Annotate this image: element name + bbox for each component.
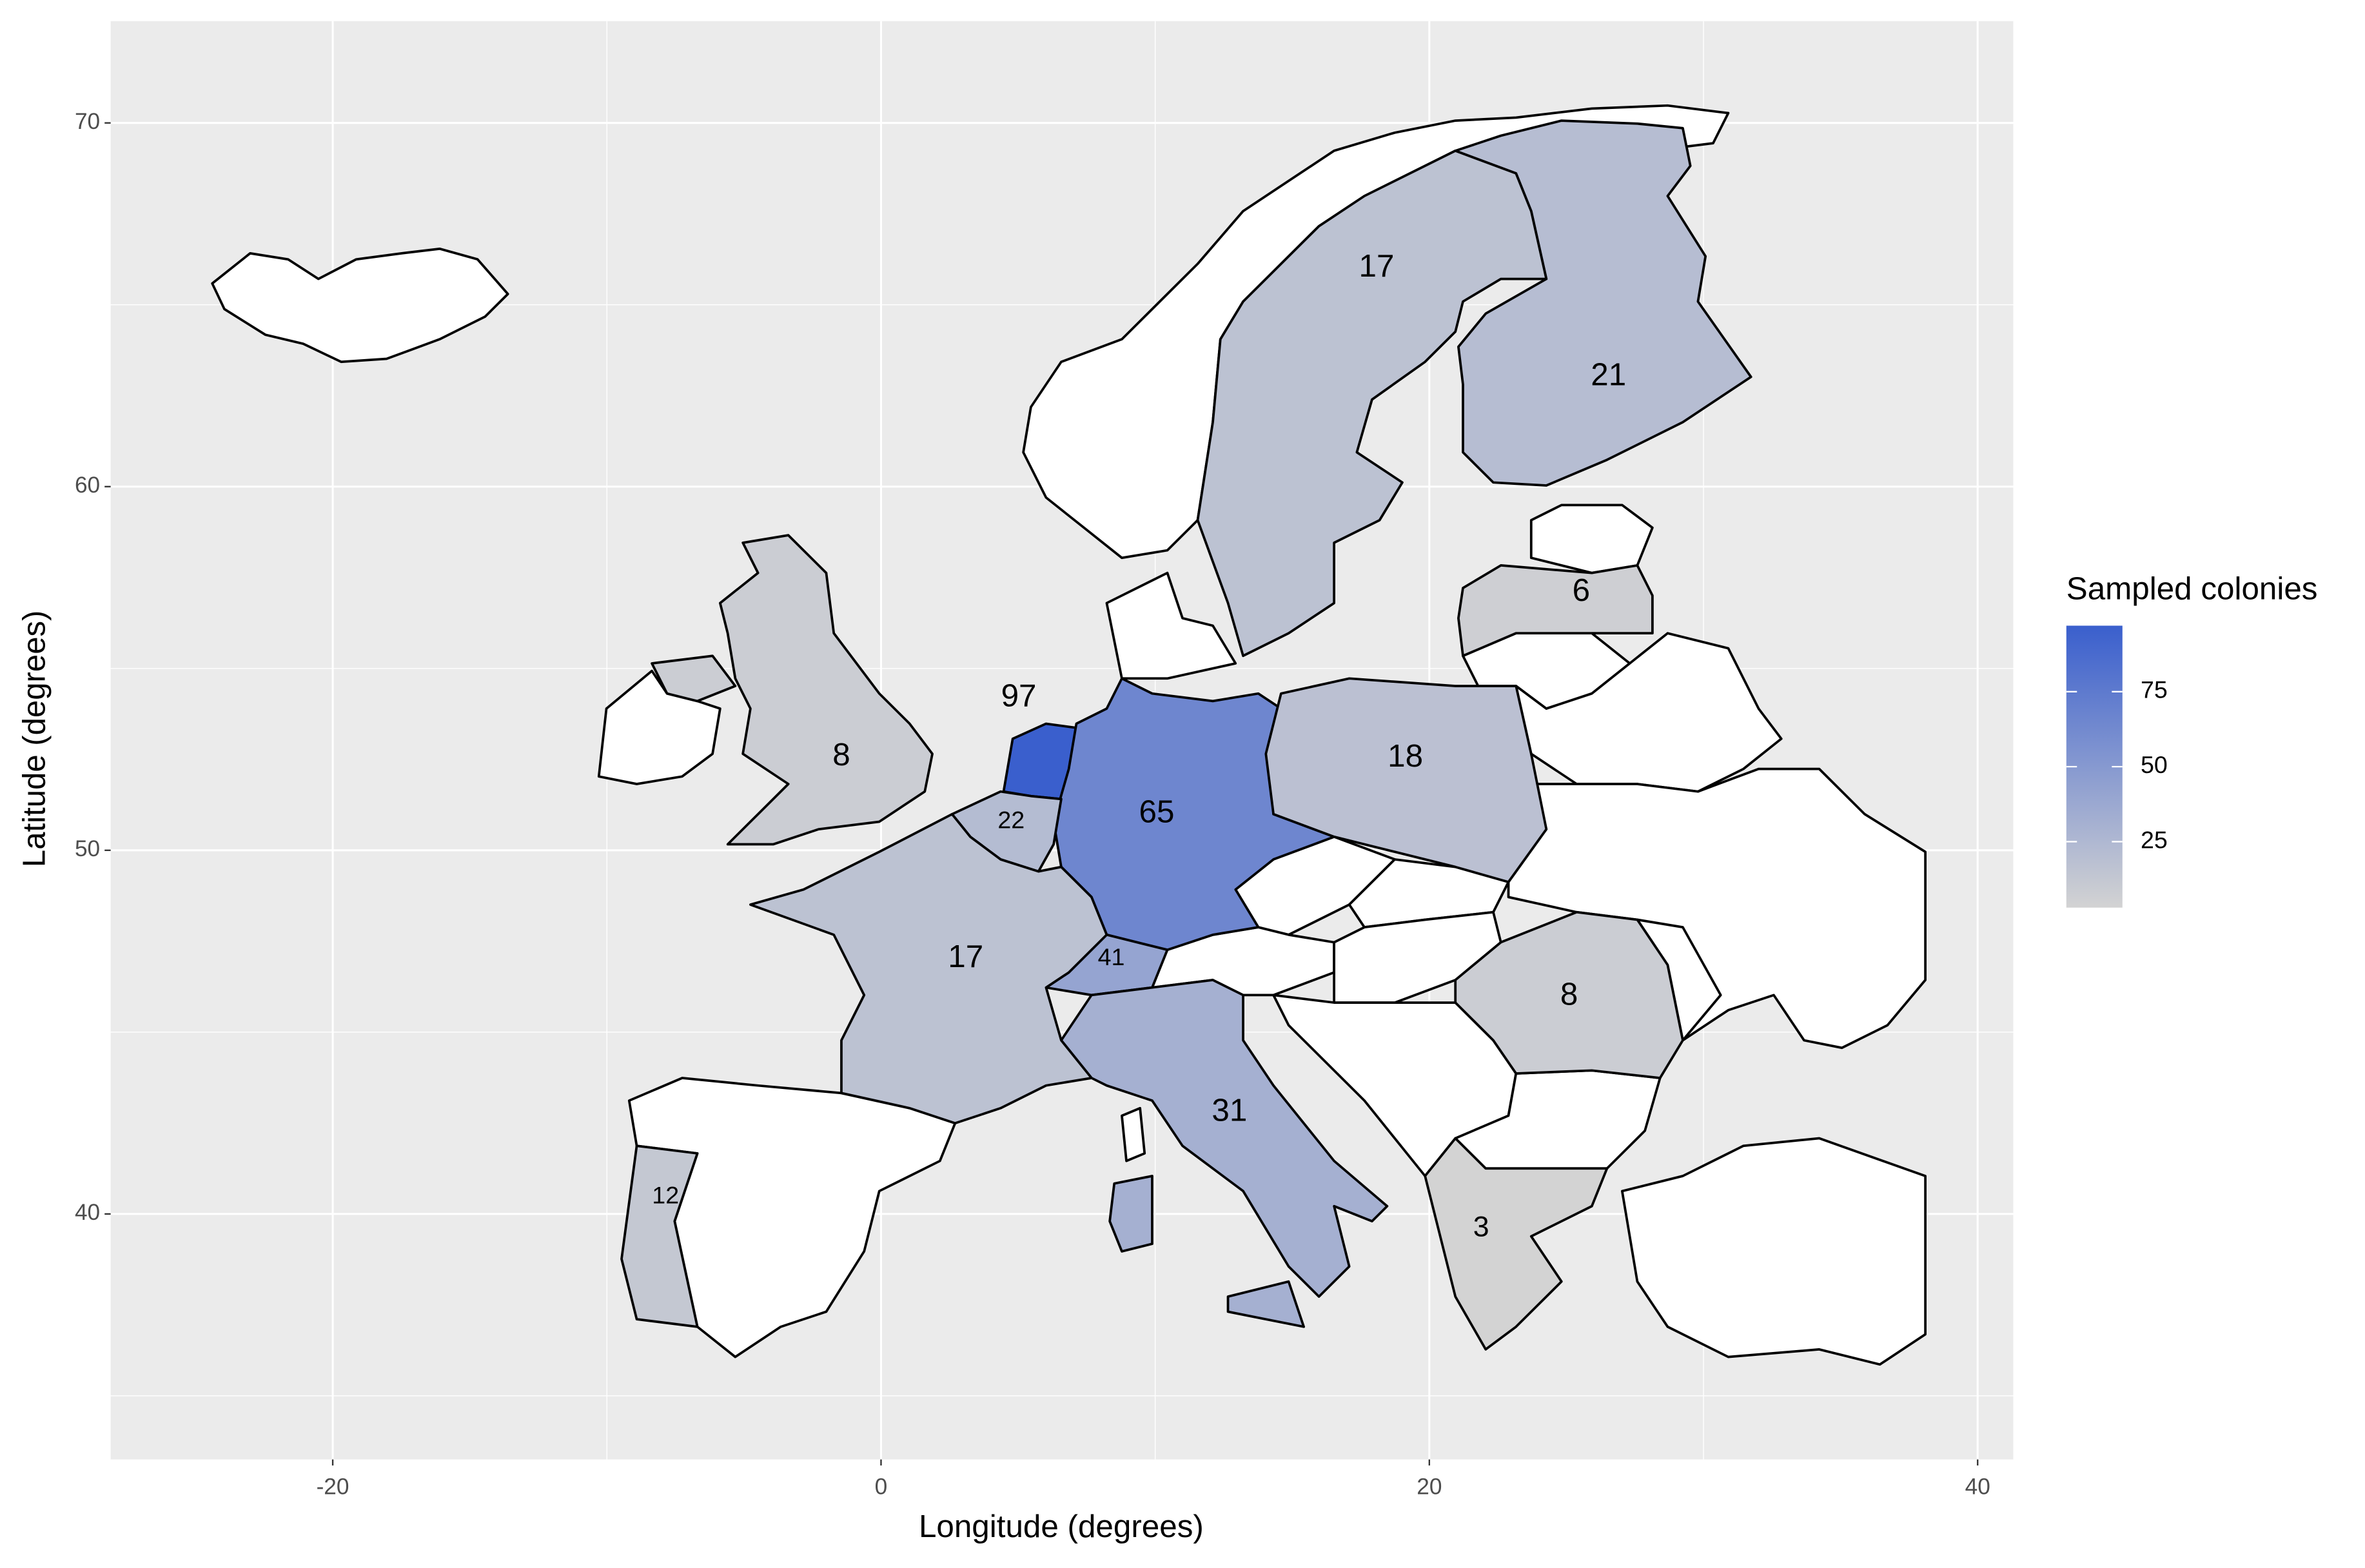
region [1457,564,1654,658]
x-tick-label: 0 [875,1474,888,1499]
region [1052,677,1336,952]
y-tick-label: 50 [75,836,100,861]
x-axis-title: Longitude (degrees) [919,1509,1204,1544]
region-label: 22 [997,806,1025,833]
region [718,534,934,846]
region-label: 8 [1560,977,1578,1012]
x-tick-label: 20 [1417,1474,1442,1499]
y-tick-label: 40 [75,1200,100,1225]
country-estonia [1529,504,1654,574]
region-label: 17 [1359,248,1395,284]
x-tick-label: -20 [317,1474,349,1499]
region-label: 41 [1098,943,1125,970]
y-tick-label: 70 [75,109,100,134]
region-label: 21 [1591,357,1626,393]
country-ukraine [1507,767,1927,1050]
region [1424,1137,1609,1351]
region [1454,119,1752,487]
legend-tick-label: 50 [2141,751,2168,778]
region-labels: 97 65 41 31 22 21 18 17 17 12 8 8 6 3 [652,248,1626,1242]
legend-tick-label: 75 [2141,676,2168,703]
region [1264,677,1548,883]
region-label: 6 [1573,573,1590,608]
region [1226,1280,1305,1328]
region-label: 3 [1473,1211,1489,1243]
region-label: 31 [1212,1093,1247,1128]
region [1060,979,1389,1298]
legend: 25 50 75 [2066,625,2168,908]
region [1196,149,1548,658]
legend-title: Sampled colonies [2066,571,2318,607]
legend-tick-label: 25 [2141,826,2168,853]
y-axis-title: Latitude (degrees) [16,611,52,868]
region-label: 8 [832,737,850,772]
region-label: 12 [652,1182,679,1209]
country-iceland [211,247,509,364]
region [651,654,737,703]
countries-with-data [620,119,1752,1351]
country-turkey [1620,1137,1927,1366]
country-denmark [1105,571,1237,680]
x-tick-label: 40 [1965,1474,1990,1499]
region [1454,910,1684,1079]
region-label: 65 [1139,794,1175,830]
region [749,812,1108,1125]
region [620,1144,699,1328]
region [1108,1175,1153,1253]
country-corsica [1121,1106,1146,1162]
y-tick-label: 60 [75,473,100,498]
axes: -20 0 20 40 40 50 60 70 [75,109,1990,1499]
region-label: 18 [1388,738,1423,774]
region-label: 97 [1001,678,1037,714]
region-label: 17 [948,939,983,974]
